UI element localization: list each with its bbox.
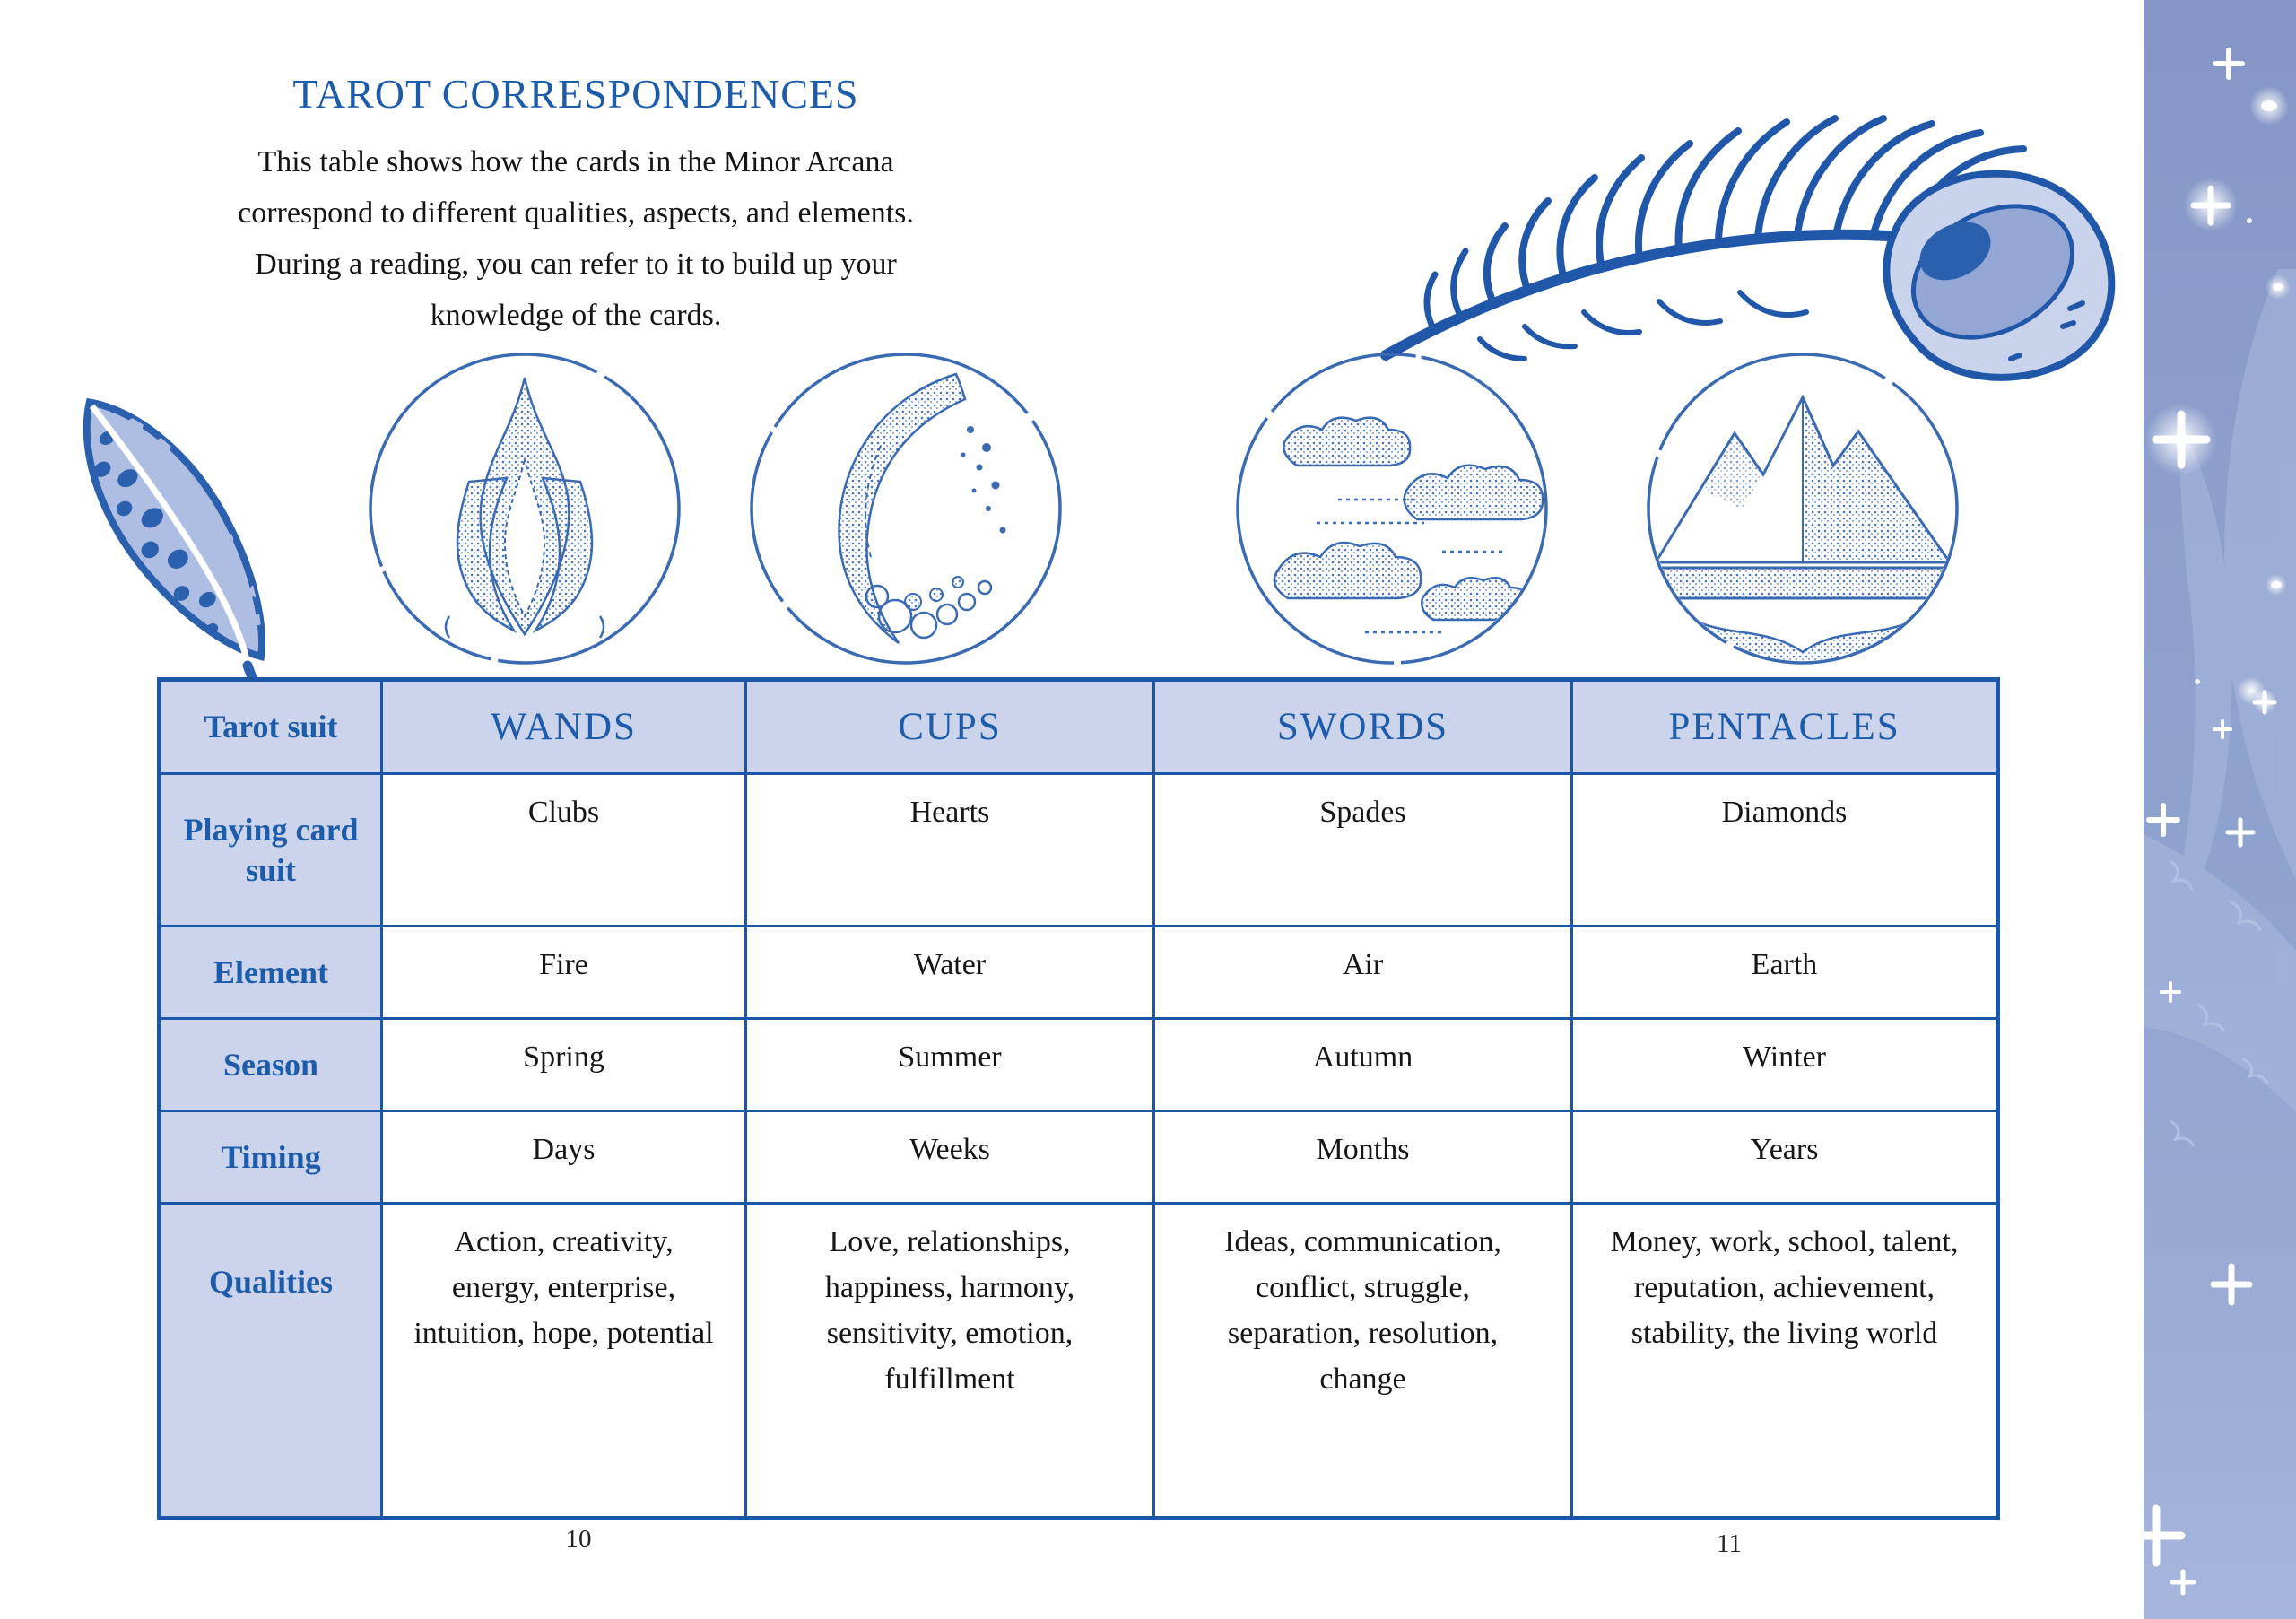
fire-icon xyxy=(369,353,681,665)
cell-value: Fire xyxy=(380,925,747,1020)
cell-value: Spades xyxy=(1152,772,1573,927)
cell-value: Water xyxy=(744,925,1155,1020)
row-label-playing-card-suit: Playing card suit xyxy=(158,772,383,927)
cell-value: Money, work, school, talent, reputation,… xyxy=(1570,1202,1999,1519)
spotted-feather-icon xyxy=(80,374,302,750)
column-header-wands: WANDS xyxy=(380,678,747,775)
cell-value: Days xyxy=(380,1110,747,1205)
row-label-season: Season xyxy=(158,1017,383,1112)
sparkles-graphic xyxy=(2144,48,2296,1596)
cell-value: Earth xyxy=(1570,925,1999,1020)
table-row: Timing Days Weeks Months Years xyxy=(158,1110,1999,1205)
table-row: Playing card suit Clubs Hearts Spades Di… xyxy=(158,772,1999,927)
column-header-swords: SWORDS xyxy=(1152,678,1573,775)
cell-value: Months xyxy=(1152,1110,1573,1205)
cell-value: Ideas, communication, conflict, struggle… xyxy=(1152,1202,1573,1519)
cell-value: Spring xyxy=(380,1017,747,1112)
intro-paragraph: This table shows how the cards in the Mi… xyxy=(20,136,1132,341)
correspondence-table: Tarot suit WANDS CUPS SWORDS PENTACLES P… xyxy=(157,677,2000,1520)
column-header-cups: CUPS xyxy=(744,678,1155,775)
cell-value: Summer xyxy=(744,1017,1155,1112)
page-number-right: 11 xyxy=(1717,1529,1742,1558)
cell-value: Clubs xyxy=(380,772,747,927)
column-header-pentacles: PENTACLES xyxy=(1570,678,1999,775)
air-clouds-icon xyxy=(1236,353,1548,665)
cell-value: Air xyxy=(1152,925,1573,1020)
cell-value: Autumn xyxy=(1152,1017,1573,1112)
row-label-qualities: Qualities xyxy=(158,1202,383,1519)
row-label-timing: Timing xyxy=(158,1110,383,1205)
cell-value: Action, creativity, energy, enterprise, … xyxy=(380,1202,747,1519)
corner-header-tarot-suit: Tarot suit xyxy=(158,678,383,775)
earth-mountain-icon xyxy=(1647,353,1959,665)
peacock-feather-icon xyxy=(1380,115,2116,381)
cell-value: Weeks xyxy=(744,1110,1155,1205)
cell-value: Diamonds xyxy=(1570,772,1999,927)
intro-line: During a reading, you can refer to it to… xyxy=(255,248,897,281)
table-row: Element Fire Water Air Earth xyxy=(158,925,1999,1020)
page-number-left: 10 xyxy=(565,1525,592,1554)
water-wave-icon xyxy=(750,353,1062,665)
table-row: Season Spring Summer Autumn Winter xyxy=(158,1017,1999,1112)
intro-line: correspond to different qualities, aspec… xyxy=(238,196,914,230)
page-title: TAROT CORRESPONDENCES xyxy=(292,71,859,117)
cell-value: Love, relationships, happiness, harmony,… xyxy=(744,1202,1155,1519)
cell-value: Winter xyxy=(1570,1017,1999,1112)
cell-value: Hearts xyxy=(744,772,1155,927)
table-row: Qualities Action, creativity, energy, en… xyxy=(158,1202,1999,1519)
row-label-element: Element xyxy=(158,925,383,1020)
intro-line: knowledge of the cards. xyxy=(430,299,722,332)
intro-line: This table shows how the cards in the Mi… xyxy=(257,145,894,178)
page-edge-strip xyxy=(2144,0,2296,1619)
cell-value: Years xyxy=(1570,1110,1999,1205)
